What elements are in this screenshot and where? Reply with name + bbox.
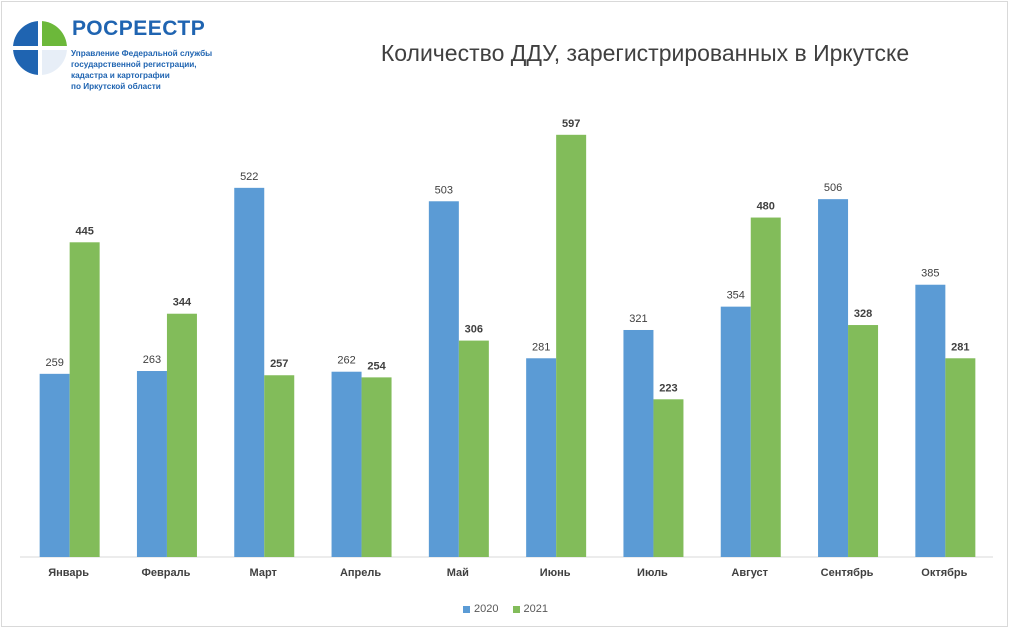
bar-2020-Август — [720, 306, 751, 557]
logo-title: РОСРЕЕСТР — [72, 17, 206, 40]
bar-2020-Февраль — [136, 371, 167, 557]
rosreestr-emblem-icon — [13, 21, 67, 75]
logo-subtitle-line: государственной регистрации, — [71, 60, 197, 69]
data-label-2020-Август: 354 — [727, 290, 745, 302]
legend-swatch-2020 — [463, 605, 471, 613]
data-label-2021-Январь: 445 — [75, 225, 93, 237]
data-label-2021-Октябрь: 281 — [951, 341, 969, 353]
data-label-2021-Май: 306 — [465, 324, 483, 336]
legend-swatch-2021 — [512, 605, 520, 613]
chart-legend: 2020 2021 — [0, 603, 1011, 615]
bar-2021-Сентябрь — [848, 325, 879, 557]
data-label-2021-Август: 480 — [757, 201, 775, 213]
bar-2021-Апрель — [361, 377, 392, 557]
bar-2020-Июль — [623, 329, 654, 557]
x-tick-label: Март — [250, 567, 278, 579]
bar-2021-Февраль — [166, 313, 197, 557]
bar-2021-Январь — [69, 242, 100, 557]
bar-2021-Октябрь — [945, 358, 976, 557]
x-tick-label: Январь — [48, 567, 89, 579]
legend-label-2020: 2020 — [474, 603, 499, 615]
x-tick-label: Апрель — [340, 567, 381, 579]
data-label-2020-Апрель: 262 — [337, 355, 355, 367]
bar-2020-Октябрь — [915, 284, 946, 557]
x-tick-label: Февраль — [142, 567, 191, 579]
bar-2021-Март — [264, 375, 295, 557]
data-label-2020-Июнь: 281 — [532, 341, 550, 353]
bar-2021-Август — [750, 217, 781, 557]
data-label-2021-Июль: 223 — [659, 382, 677, 394]
legend-item-2021: 2021 — [512, 603, 548, 615]
data-label-2020-Январь: 259 — [45, 357, 63, 369]
logo-subtitle-line: Управление Федеральной службы — [71, 49, 213, 58]
data-label-2021-Сентябрь: 328 — [854, 308, 872, 320]
data-label-2020-Май: 503 — [435, 184, 453, 196]
bar-2020-Март — [234, 187, 265, 557]
bar-2021-Май — [458, 340, 489, 557]
bar-2020-Январь — [39, 373, 70, 557]
data-label-2021-Апрель: 254 — [367, 360, 386, 372]
bar-2020-Сентябрь — [818, 199, 849, 557]
x-tick-label: Октябрь — [921, 567, 967, 579]
data-label-2020-Февраль: 263 — [143, 354, 161, 366]
logo-subtitle-line: по Иркутской области — [71, 82, 161, 91]
legend-item-2020: 2020 — [463, 603, 499, 615]
data-label-2021-Март: 257 — [270, 358, 288, 370]
data-label-2021-Июнь: 597 — [562, 118, 580, 130]
data-label-2020-Март: 522 — [240, 171, 258, 183]
data-label-2020-Сентябрь: 506 — [824, 182, 842, 194]
chart-title: Количество ДДУ, зарегистрированных в Ирк… — [380, 40, 910, 66]
data-label-2020-Июль: 321 — [629, 313, 647, 325]
data-label-2021-Февраль: 344 — [173, 297, 192, 309]
bar-2020-Апрель — [331, 371, 362, 557]
x-tick-label: Май — [447, 567, 469, 579]
bar-2021-Июнь — [556, 134, 587, 557]
bar-2021-Июль — [653, 399, 684, 557]
rosreestr-logo: РОСРЕЕСТР Управление Федеральной службы … — [12, 12, 212, 92]
x-tick-label: Август — [731, 567, 768, 579]
logo-subtitle: Управление Федеральной службы государств… — [71, 48, 221, 92]
x-tick-label: Июль — [637, 567, 668, 579]
legend-label-2021: 2021 — [523, 603, 548, 615]
logo-subtitle-line: кадастра и картографии — [71, 71, 170, 80]
bar-2020-Июнь — [526, 358, 557, 557]
bar-2020-Май — [428, 201, 459, 558]
x-tick-label: Сентябрь — [821, 567, 874, 579]
x-tick-label: Июнь — [540, 567, 571, 579]
data-label-2020-Октябрь: 385 — [921, 268, 939, 280]
